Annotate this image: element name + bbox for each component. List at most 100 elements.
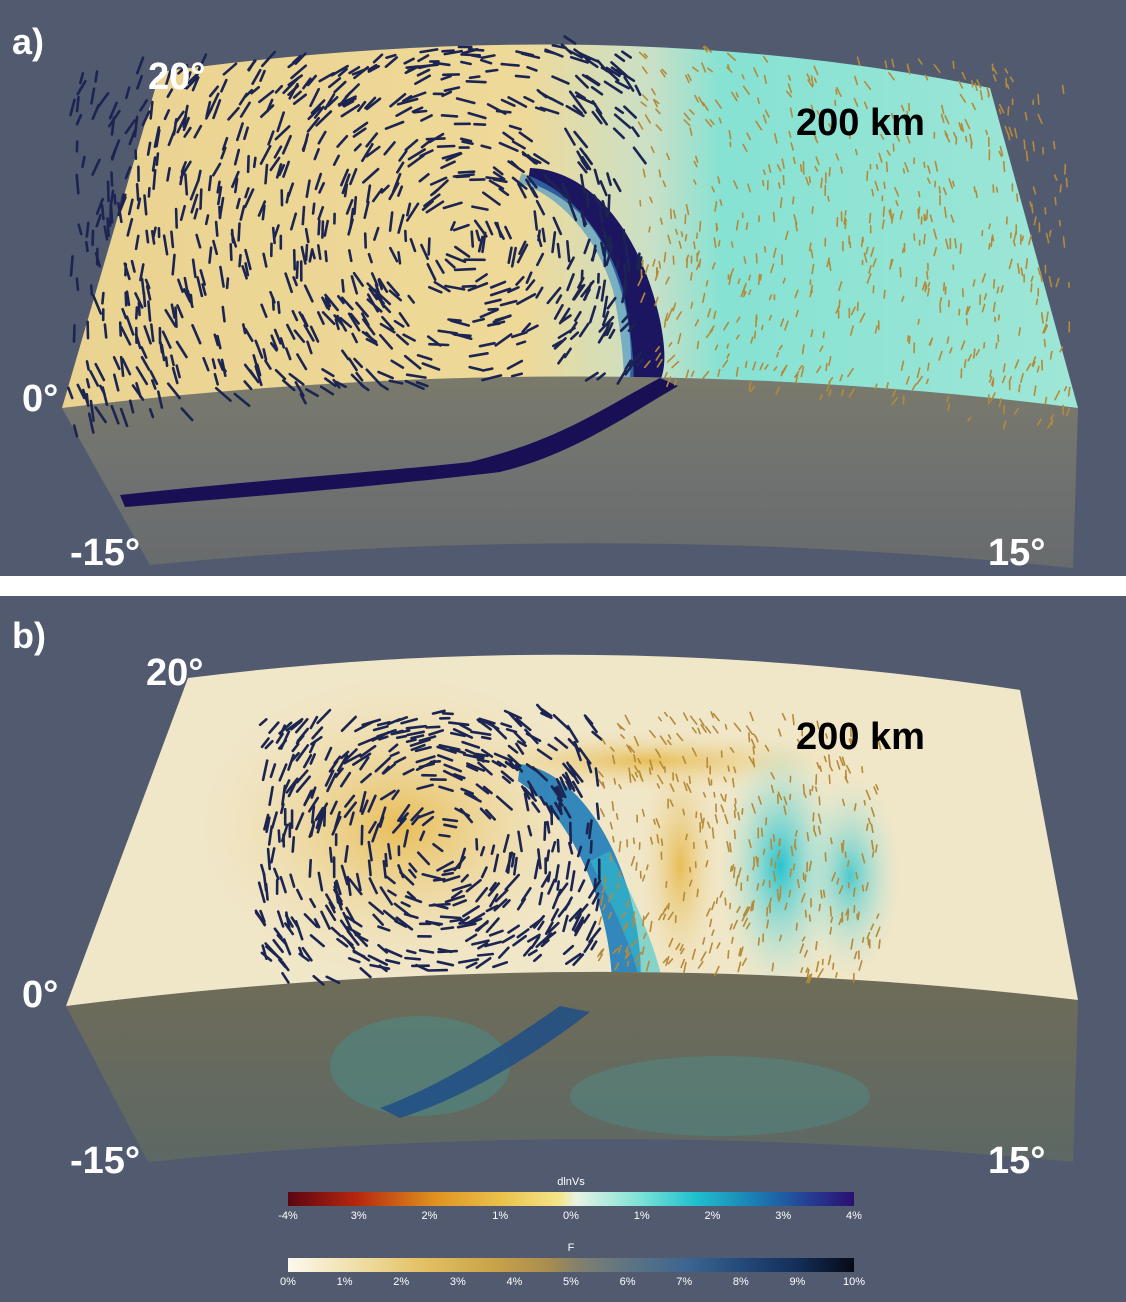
anisotropy-vector xyxy=(243,188,255,209)
anisotropy-vector xyxy=(468,351,489,358)
anisotropy-vector xyxy=(739,946,744,957)
anisotropy-vector xyxy=(323,93,336,111)
anisotropy-vector xyxy=(442,875,461,883)
anisotropy-vector xyxy=(1036,365,1040,373)
anisotropy-vector xyxy=(662,913,667,921)
anisotropy-vector xyxy=(385,958,401,965)
anisotropy-vector xyxy=(807,79,814,88)
anisotropy-vector xyxy=(649,759,654,771)
anisotropy-vector xyxy=(708,942,714,954)
anisotropy-vector xyxy=(636,252,641,270)
anisotropy-vector xyxy=(552,714,570,731)
anisotropy-vector xyxy=(557,353,567,365)
anisotropy-vector xyxy=(863,799,866,806)
anisotropy-vector xyxy=(306,74,318,87)
anisotropy-vector xyxy=(1045,311,1049,323)
anisotropy-vector xyxy=(392,729,404,735)
anisotropy-vector xyxy=(611,754,616,765)
fast-anomaly-b xyxy=(518,764,641,988)
anisotropy-vector xyxy=(477,941,489,950)
anisotropy-vector xyxy=(736,316,741,323)
anisotropy-vector xyxy=(366,282,382,299)
anisotropy-vector xyxy=(990,236,993,248)
anisotropy-vector xyxy=(866,931,871,940)
anisotropy-vector xyxy=(252,156,257,169)
anisotropy-vector xyxy=(853,803,857,812)
anisotropy-vector xyxy=(336,294,345,305)
anisotropy-vector xyxy=(494,314,512,322)
anisotropy-vector xyxy=(416,353,433,361)
anisotropy-vector xyxy=(264,163,269,185)
anisotropy-vector xyxy=(113,193,117,205)
anisotropy-vector xyxy=(476,718,493,731)
anisotropy-vector xyxy=(340,715,358,732)
anisotropy-vector xyxy=(901,247,905,254)
anisotropy-vector xyxy=(562,914,569,933)
anisotropy-vector xyxy=(324,769,335,787)
anisotropy-vector xyxy=(336,754,349,772)
anisotropy-vector xyxy=(294,381,305,398)
anisotropy-vector xyxy=(445,152,463,162)
anisotropy-vector xyxy=(270,334,279,351)
anisotropy-vector xyxy=(311,249,316,260)
anisotropy-vector xyxy=(258,89,275,104)
anisotropy-vector xyxy=(612,178,622,193)
anisotropy-vector xyxy=(523,792,530,812)
anisotropy-vector xyxy=(713,791,716,798)
anisotropy-vector xyxy=(737,961,742,973)
anisotropy-vector xyxy=(126,218,134,237)
anisotropy-vector xyxy=(735,334,740,340)
anisotropy-vector xyxy=(566,256,575,270)
anisotropy-vector xyxy=(485,904,499,913)
anisotropy-vector xyxy=(704,840,708,849)
anisotropy-vector xyxy=(458,921,473,925)
anisotropy-vector xyxy=(325,893,336,910)
anisotropy-vector xyxy=(741,957,748,967)
anisotropy-vector xyxy=(1054,390,1061,401)
anisotropy-vector xyxy=(91,103,100,120)
anisotropy-vector xyxy=(911,383,917,391)
anisotropy-vector xyxy=(340,349,350,361)
anisotropy-vector xyxy=(659,70,666,78)
anisotropy-vector xyxy=(264,739,274,750)
anisotropy-vector xyxy=(626,899,630,909)
anisotropy-vector xyxy=(427,237,431,256)
anisotropy-vector xyxy=(143,194,148,216)
anisotropy-vector xyxy=(444,894,466,904)
anisotropy-vector xyxy=(461,140,474,145)
anisotropy-vector xyxy=(742,85,751,95)
anisotropy-vector xyxy=(631,126,640,138)
anisotropy-vector xyxy=(641,874,646,882)
anisotropy-vector xyxy=(829,926,833,935)
anisotropy-vector xyxy=(377,943,389,954)
anisotropy-vector xyxy=(270,847,276,864)
anisotropy-vector xyxy=(689,127,693,136)
anisotropy-vector xyxy=(755,314,758,323)
anisotropy-vector xyxy=(455,97,476,105)
anisotropy-vector xyxy=(490,844,496,856)
anisotropy-vector xyxy=(378,735,389,741)
anisotropy-vector xyxy=(778,934,783,942)
anisotropy-vector xyxy=(1001,375,1006,384)
anisotropy-vector xyxy=(664,371,668,378)
anisotropy-vector xyxy=(1030,282,1033,293)
anisotropy-vector xyxy=(345,926,361,936)
anisotropy-vector xyxy=(276,111,286,133)
anisotropy-vector xyxy=(578,322,590,338)
anisotropy-vector xyxy=(146,141,152,156)
anisotropy-vector xyxy=(621,282,628,304)
anisotropy-vector xyxy=(475,783,490,795)
anisotropy-vector xyxy=(838,280,843,292)
anisotropy-vector xyxy=(313,105,325,119)
anisotropy-vector xyxy=(313,918,321,929)
anisotropy-vector xyxy=(597,770,604,778)
anisotropy-vector xyxy=(516,740,528,747)
anisotropy-vector xyxy=(332,378,341,389)
anisotropy-vector xyxy=(376,720,391,727)
anisotropy-vector xyxy=(649,836,654,845)
anisotropy-vector xyxy=(75,277,80,292)
anisotropy-vector xyxy=(454,245,471,258)
anisotropy-vector xyxy=(492,178,508,184)
anisotropy-vector xyxy=(788,130,792,138)
anisotropy-vector xyxy=(400,717,419,725)
